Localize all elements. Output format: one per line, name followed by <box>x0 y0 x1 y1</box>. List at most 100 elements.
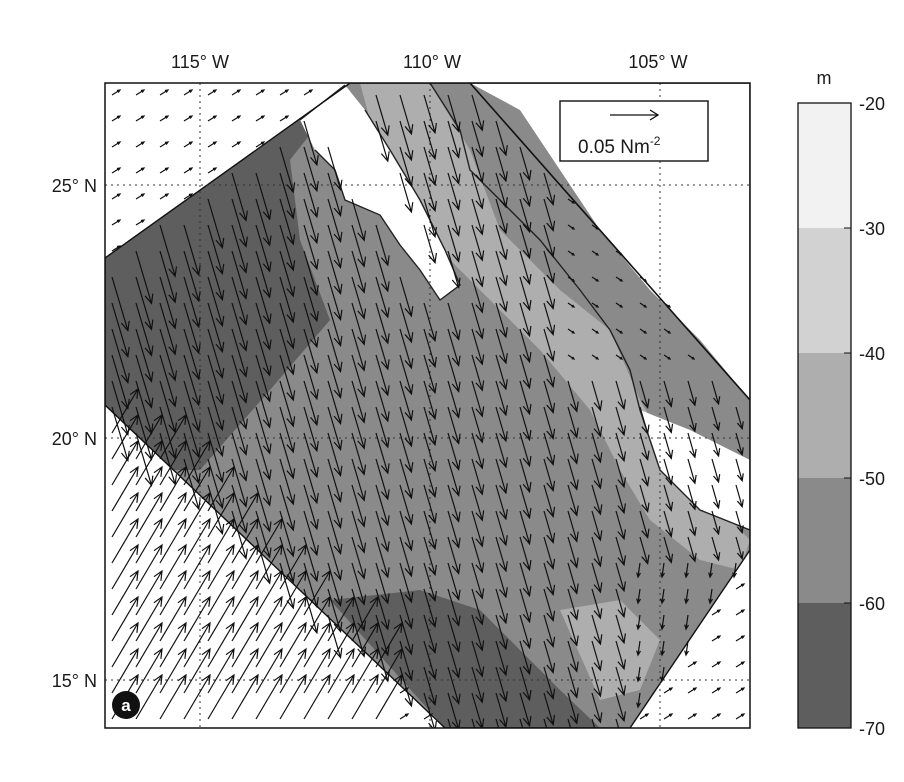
wind-vector <box>591 224 600 230</box>
wind-vector <box>471 484 485 522</box>
wind-vector <box>543 666 556 700</box>
wind-vector <box>111 167 122 174</box>
wind-vector <box>519 718 524 728</box>
wind-vector <box>708 562 713 579</box>
wind-vector <box>735 609 746 616</box>
wind-vector <box>303 432 319 479</box>
wind-vector <box>207 198 225 250</box>
wind-vector <box>207 302 225 354</box>
wind-vector <box>735 635 746 642</box>
wind-vector <box>543 224 556 258</box>
wind-vector <box>231 141 242 148</box>
wind-vector <box>423 94 437 135</box>
wind-vector <box>615 692 626 723</box>
wind-vector <box>567 432 579 465</box>
colorbar-tick-label: -60 <box>859 594 885 614</box>
wind-vector <box>423 588 437 629</box>
wind-vector <box>111 141 122 148</box>
wind-vector <box>495 640 508 677</box>
wind-vector <box>732 562 737 579</box>
panel-label: a <box>121 696 131 715</box>
wind-vector <box>327 224 343 270</box>
wind-vector <box>183 647 211 694</box>
wind-vector <box>279 543 307 590</box>
wind-vector <box>615 614 626 645</box>
wind-vector <box>135 193 146 200</box>
wind-vector <box>135 250 154 305</box>
wind-vector <box>207 224 225 276</box>
wind-vector <box>399 328 414 370</box>
wind-vector <box>327 380 343 426</box>
wind-vector <box>495 250 508 287</box>
wind-vector <box>615 536 626 567</box>
wind-vector <box>255 380 272 429</box>
wind-vector <box>375 673 403 720</box>
wind-vector <box>279 354 296 402</box>
wind-vector <box>471 458 485 496</box>
wind-vector <box>543 250 556 284</box>
wind-vector <box>423 406 437 447</box>
wind-vector <box>231 172 248 222</box>
wind-vector <box>231 406 248 456</box>
wind-vector <box>159 465 187 512</box>
wind-vector <box>615 276 624 282</box>
wind-vector <box>447 562 461 601</box>
wind-vector <box>207 167 218 174</box>
colorbar-tick-label: -30 <box>859 219 885 239</box>
wind-vector <box>660 614 665 631</box>
wind-vector <box>663 458 674 486</box>
wind-vector <box>207 517 235 564</box>
wind-vector <box>231 198 248 248</box>
wind-vector <box>327 458 343 504</box>
wind-vector <box>543 406 556 440</box>
wind-vector <box>735 713 746 720</box>
wind-vector <box>399 302 414 344</box>
wind-vector <box>207 569 235 616</box>
wind-vector <box>399 562 414 604</box>
domain-outline <box>105 83 750 728</box>
wind-vector <box>279 172 296 220</box>
wind-vector <box>111 380 130 437</box>
wind-vector <box>663 484 674 512</box>
wind-vector <box>423 666 437 707</box>
wind-vector <box>375 328 390 371</box>
wind-vector <box>711 510 721 536</box>
wind-vector <box>327 276 343 322</box>
wind-vector <box>111 465 139 512</box>
wind-vector <box>375 647 403 694</box>
wind-vector <box>303 328 319 375</box>
wind-vector <box>303 569 331 616</box>
wind-vector <box>399 484 414 526</box>
wind-vector <box>183 276 201 329</box>
wind-vector <box>399 640 414 682</box>
wind-vector <box>639 510 650 540</box>
wind-vector <box>735 536 744 561</box>
wind-vector <box>303 146 319 193</box>
wind-vector <box>423 458 437 499</box>
wind-vector <box>591 406 603 438</box>
colorbar-frame <box>797 102 852 729</box>
wind-vector <box>591 432 603 464</box>
wind-vector <box>375 380 390 423</box>
wind-vector <box>615 562 626 593</box>
wind-vector <box>639 354 648 360</box>
wind-vector <box>471 510 485 548</box>
wind-vector <box>684 640 689 657</box>
wind-vector <box>711 406 721 432</box>
wind-vector <box>279 198 296 246</box>
wind-vector <box>447 328 461 367</box>
wind-vector <box>255 406 272 455</box>
wind-vector <box>255 647 283 694</box>
wind-vector <box>519 328 532 364</box>
wind-vector <box>447 510 461 549</box>
wind-vector <box>183 569 211 616</box>
wind-vector <box>159 224 178 278</box>
wind-vector <box>231 276 248 326</box>
wind-vector <box>591 588 603 620</box>
wind-vector <box>543 432 556 466</box>
wind-vector <box>399 406 414 448</box>
wind-vector <box>567 224 576 230</box>
wind-vector <box>684 614 689 631</box>
wind-vector <box>327 198 343 244</box>
wind-vector <box>567 640 579 673</box>
